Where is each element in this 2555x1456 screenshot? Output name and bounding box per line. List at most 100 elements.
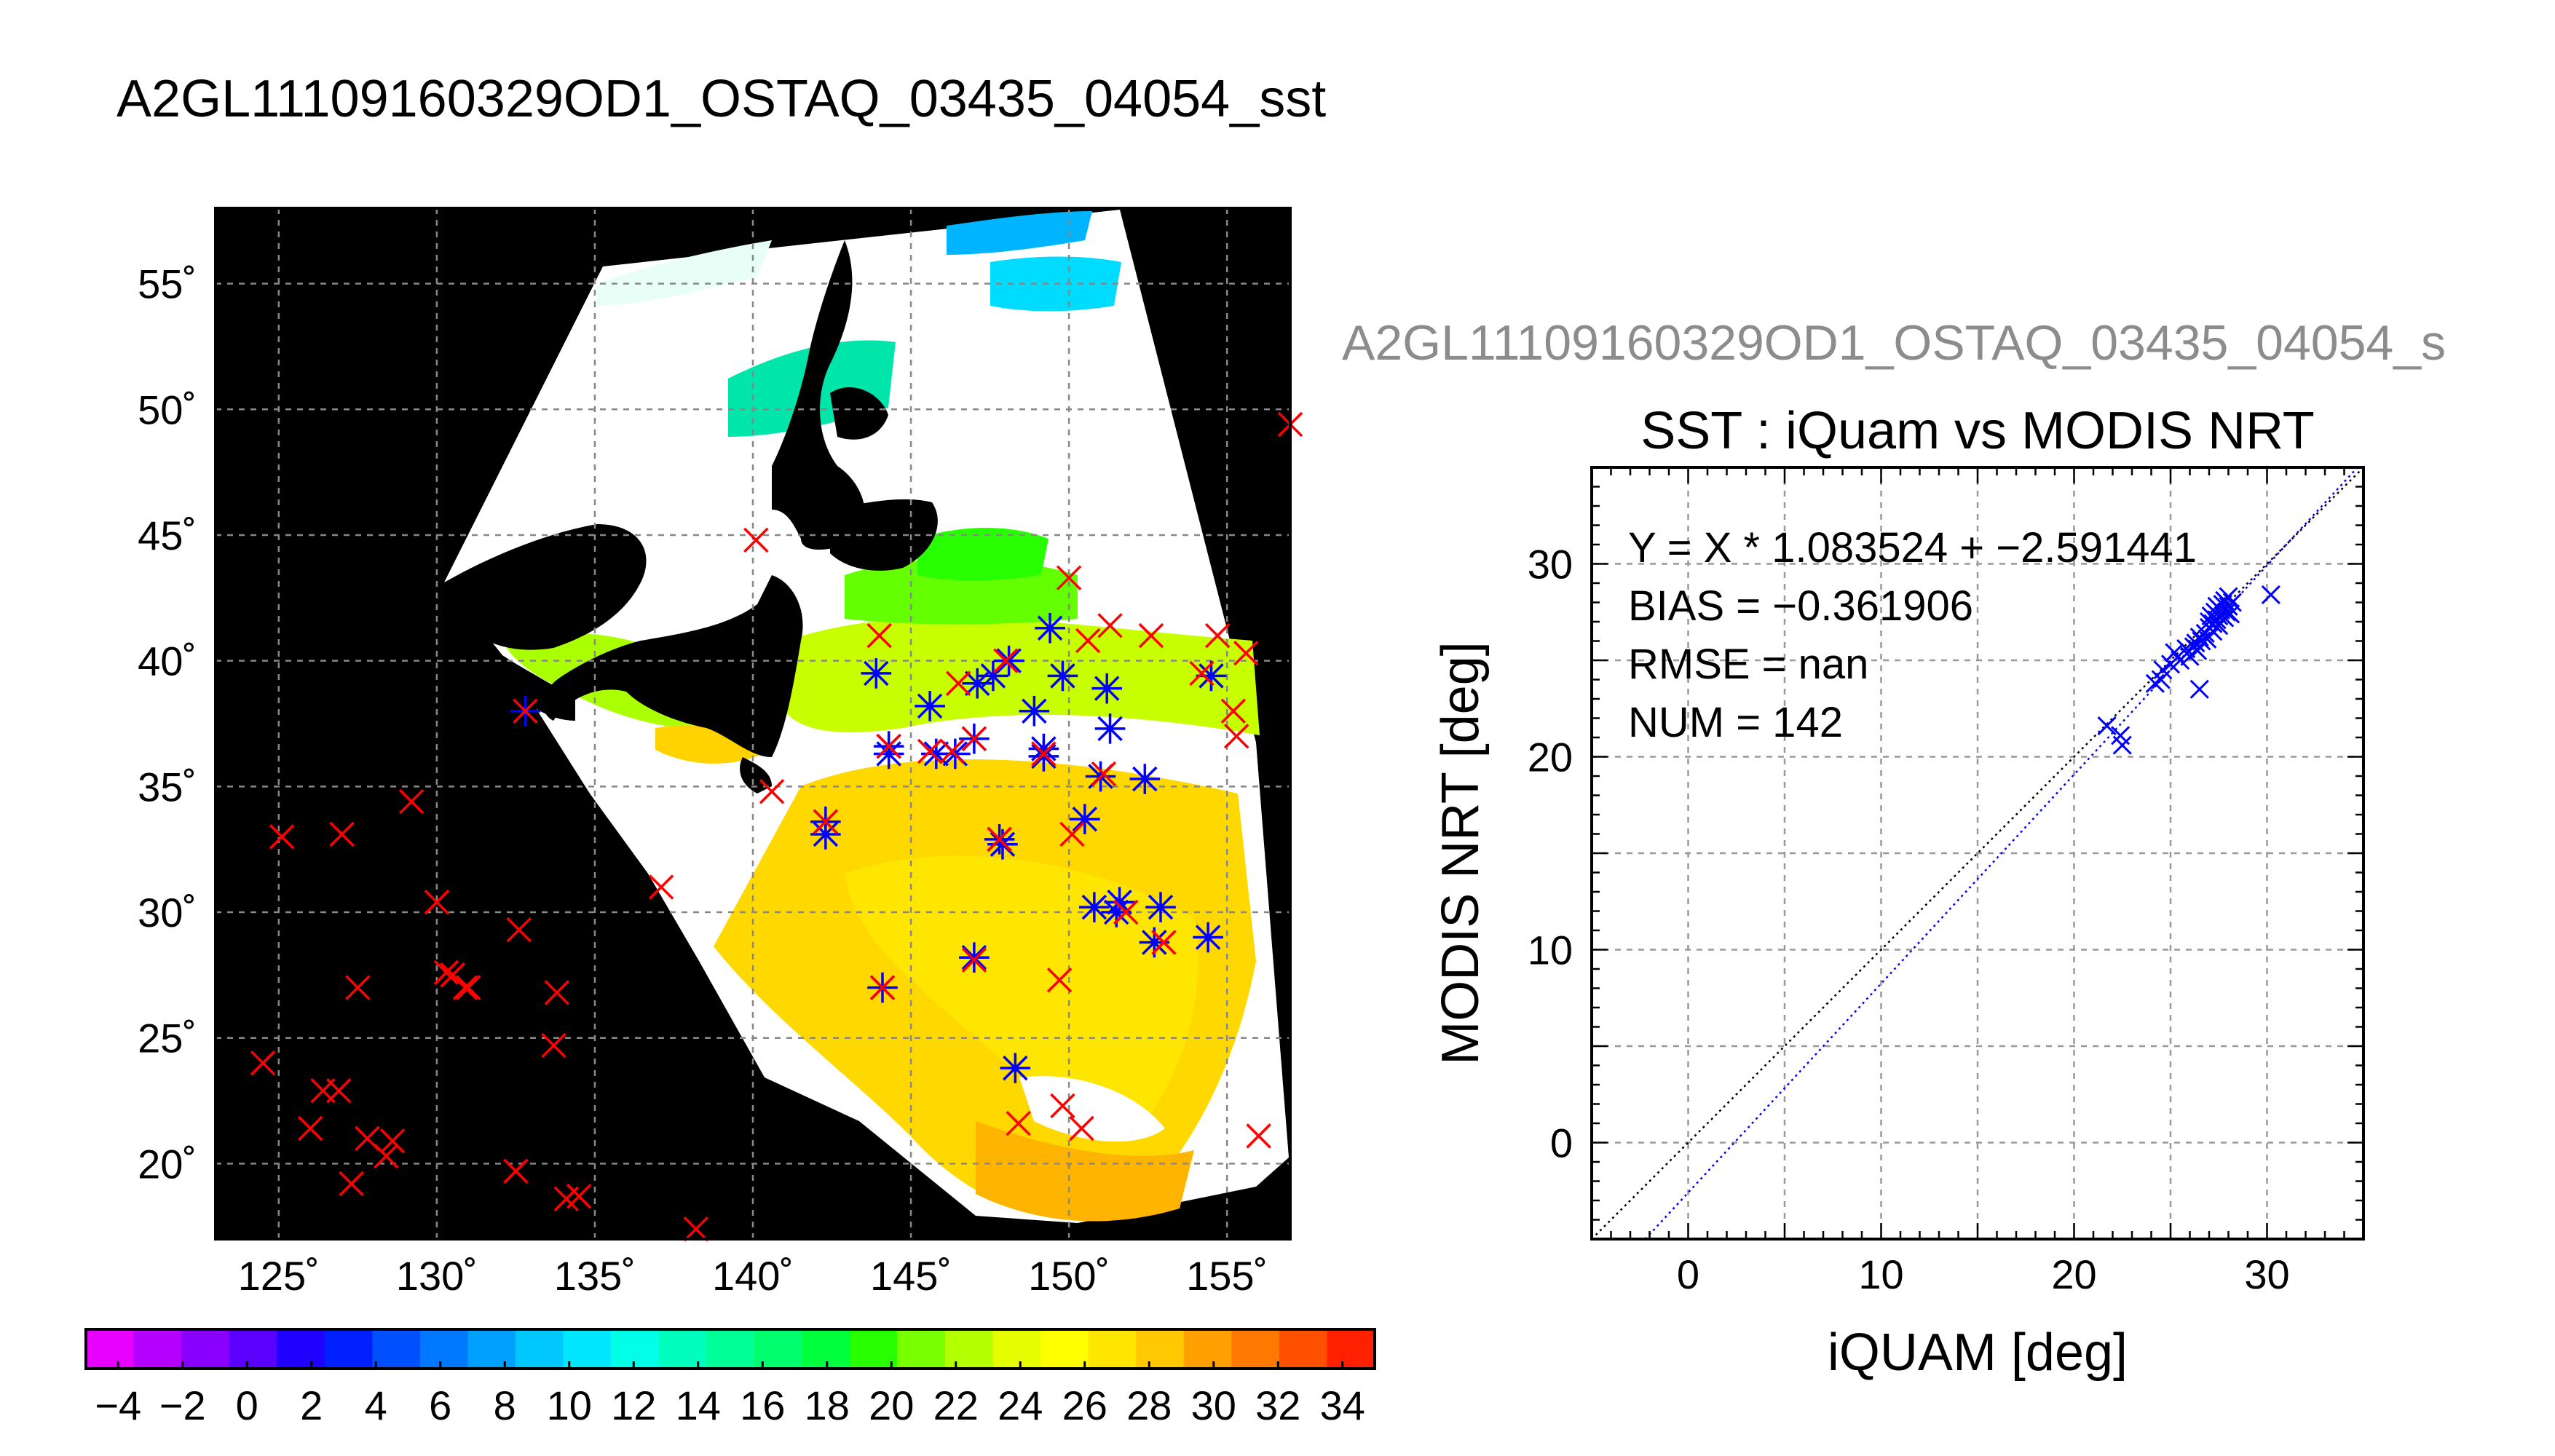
map-obs-x-marker [961, 947, 987, 973]
scatter-y-tick-label: 10 [1528, 927, 1573, 973]
map-panel: 125˚ 130˚ 135˚ 140˚ 145˚ 150˚ 155˚ 20˚ 25˚ 30˚ 35˚… [138, 207, 1303, 1299]
scatter-point [2195, 623, 2215, 643]
map-buoy-star-marker [993, 645, 1024, 676]
colorbar-cell [992, 1329, 1041, 1369]
colorbar-tick-label: 28 [1126, 1382, 1172, 1428]
map-buoy-star-marker [861, 658, 892, 689]
colorbar-cell [133, 1329, 182, 1369]
scatter-points [2097, 585, 2280, 755]
map-obs-x-marker [866, 622, 892, 649]
map-buoy-star-marker [978, 660, 1008, 692]
map-x-tick-label: 140˚ [712, 1253, 794, 1299]
colorbar-cell [516, 1329, 564, 1369]
colorbar-cell [1327, 1329, 1375, 1369]
map-buoy-star-marker [1079, 892, 1110, 922]
map-obs-x-marker [398, 788, 424, 815]
map-obs-x-marker [297, 1115, 323, 1142]
map-x-tick-label: 125˚ [238, 1253, 320, 1299]
map-obs-x-marker [1056, 565, 1082, 590]
scatter-point [2145, 673, 2165, 693]
colorbar-cell [1231, 1329, 1280, 1369]
colorbar-tick-label: 10 [547, 1382, 592, 1428]
map-grid [216, 208, 1290, 1239]
map-y-tick-label: 20˚ [138, 1141, 197, 1187]
colorbar-cell [945, 1329, 994, 1369]
map-obs-x-marker [374, 1143, 399, 1169]
scatter-point [2215, 608, 2235, 628]
map-obs-x-marker [1113, 899, 1139, 925]
map-obs-x-marker [1233, 641, 1259, 666]
map-buoy-star-marker [915, 691, 945, 721]
colorbar-cell [563, 1329, 612, 1369]
map-buoy-star-marker [1196, 660, 1227, 692]
map-obs-x-marker [961, 726, 987, 751]
colorbar-tick-label: 12 [611, 1382, 656, 1428]
map-markers [250, 411, 1303, 1242]
colorbar-tick-label: 14 [676, 1382, 721, 1428]
colorbar-tick-label: 2 [300, 1382, 323, 1428]
scatter-point [2197, 629, 2217, 649]
map-y-tick-label: 35˚ [138, 764, 197, 810]
scatter-y-tick-label: 0 [1550, 1120, 1573, 1166]
map-buoy-star-marker [1091, 673, 1123, 704]
map-obs-x-marker [1189, 660, 1215, 687]
map-obs-x-marker [379, 1128, 406, 1154]
scatter-title: SST : iQuam vs MODIS NRT [1640, 402, 2315, 460]
scatter-point [2160, 654, 2181, 674]
map-obs-x-marker [339, 1171, 364, 1197]
map-obs-x-marker [917, 738, 943, 764]
colorbar-cell [372, 1329, 421, 1369]
map-buoy-star-marker [1028, 741, 1059, 772]
colorbar-cells [86, 1329, 1375, 1369]
colorbar-cell [897, 1329, 946, 1369]
colorbar-tick-label: 8 [494, 1382, 516, 1428]
colorbar-tick-label: 22 [933, 1382, 979, 1428]
map-obs-x-marker [513, 698, 538, 724]
map-y-tick-label: 45˚ [138, 513, 197, 558]
map-obs-x-marker [1220, 698, 1247, 724]
map-buoy-star-marker [1047, 660, 1078, 692]
scatter-annotations: Y = X * 1.083524 + −2.591441 BIAS = −0.3… [1628, 524, 2197, 746]
map-obs-x-marker [648, 874, 674, 900]
scatter-x-tick-label: 0 [1677, 1251, 1699, 1297]
colorbar-cell [1183, 1329, 1232, 1369]
colorbar-tick-label: 6 [429, 1382, 451, 1428]
map-buoy-star-marker [1104, 887, 1135, 918]
colorbar: −4 −2 0 2 4 6 8 10 12 14 16 18 20 22 24 26 28 30 32 34 [84, 1328, 1376, 1428]
colorbar-tick-label: −4 [95, 1382, 141, 1428]
scatter-point [2221, 604, 2240, 624]
map-obs-x-marker [541, 1032, 566, 1059]
map-obs-x-marker [939, 738, 965, 764]
scatter-point [2216, 602, 2236, 622]
colorbar-cell [1279, 1329, 1327, 1369]
map-obs-x-marker [506, 917, 532, 943]
map-y-tick-label: 40˚ [138, 638, 197, 684]
scatter-subtitle: A2GL11109160329OD1_OSTAQ_03435_04054_s [1342, 315, 2446, 371]
colorbar-tick-label: 34 [1320, 1382, 1365, 1428]
scatter-point [2261, 585, 2280, 604]
scatter-point [2207, 610, 2227, 630]
colorbar-cell [419, 1329, 468, 1369]
scatter-frame [1590, 466, 2365, 1241]
map-obs-x-marker [1075, 628, 1101, 654]
map-obs-x-marker [503, 1158, 529, 1184]
scatter-point [2097, 716, 2117, 736]
map-buoy-star-marker [1145, 892, 1176, 922]
annotation-bias: BIAS = −0.361906 [1628, 582, 1973, 630]
colorbar-tick-labels: −4 −2 0 2 4 6 8 10 12 14 16 18 20 22 24 26 28 30 32 34 [95, 1361, 1365, 1428]
map-obs-x-marker [424, 889, 450, 915]
map-obs-x-marker [945, 670, 971, 696]
scatter-point [2180, 646, 2200, 666]
land-masses [444, 240, 938, 794]
map-obs-x-marker [993, 648, 1019, 673]
map-obs-x-marker [1069, 1115, 1094, 1142]
map-obs-x-marker [456, 975, 481, 1000]
map-tick-labels: 125˚ 130˚ 135˚ 140˚ 145˚ 150˚ 155˚ 20˚ 25˚ 30˚ 35˚… [138, 261, 1268, 1299]
colorbar-cell [277, 1329, 325, 1369]
map-obs-x-marker [452, 975, 478, 1000]
colorbar-cell [706, 1329, 755, 1369]
map-obs-x-marker [1097, 613, 1123, 638]
map-obs-x-marker [329, 821, 355, 847]
map-obs-x-marker [759, 779, 785, 804]
colorbar-cell [181, 1329, 230, 1369]
